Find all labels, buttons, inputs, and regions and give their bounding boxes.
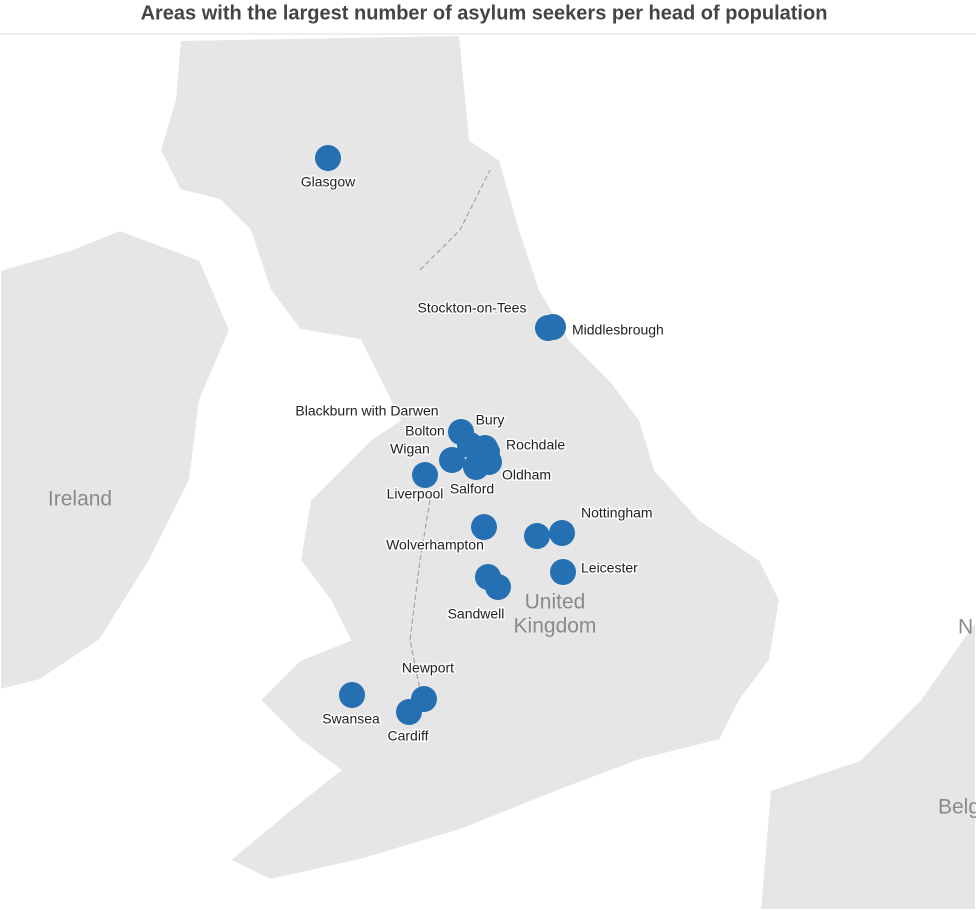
location-dot — [524, 523, 550, 549]
location-dot — [463, 454, 489, 480]
region-label: Belg — [938, 796, 976, 819]
place-label: Liverpool — [387, 486, 444, 502]
place-label: Bury — [476, 412, 505, 428]
location-dot — [339, 682, 365, 708]
place-label: Wolverhampton — [386, 537, 484, 553]
location-dot — [396, 699, 422, 725]
place-label: Sandwell — [448, 606, 505, 622]
place-label: Rochdale — [506, 437, 565, 453]
location-dot — [315, 145, 341, 171]
title: Areas with the largest number of asylum … — [141, 2, 828, 24]
place-label: Leicester — [581, 560, 638, 576]
location-dot — [412, 462, 438, 488]
region-label: N — [958, 616, 973, 639]
location-dot — [475, 564, 501, 590]
region-label: Kingdom — [514, 615, 597, 638]
place-label: Swansea — [322, 711, 380, 727]
region-label: United — [525, 591, 586, 614]
place-label: Bolton — [405, 423, 445, 439]
region-label: Ireland — [48, 488, 112, 511]
location-dot — [439, 447, 465, 473]
place-label: Oldham — [502, 467, 551, 483]
location-dot — [448, 419, 474, 445]
place-label: Nottingham — [581, 505, 653, 521]
location-dot — [540, 314, 566, 340]
place-label: Salford — [450, 481, 494, 497]
location-dot — [549, 520, 575, 546]
place-label: Glasgow — [301, 174, 356, 190]
place-label: Wigan — [390, 441, 430, 457]
location-dot — [471, 514, 497, 540]
place-label: Cardiff — [388, 728, 429, 744]
location-dot — [550, 559, 576, 585]
place-label: Blackburn with Darwen — [295, 403, 438, 419]
land-continent — [758, 618, 976, 910]
place-label: Middlesbrough — [572, 322, 664, 338]
place-label: Stockton-on-Tees — [418, 300, 527, 316]
border-scotland — [419, 169, 491, 271]
place-label: Newport — [402, 660, 454, 676]
land-ireland — [0, 228, 232, 692]
